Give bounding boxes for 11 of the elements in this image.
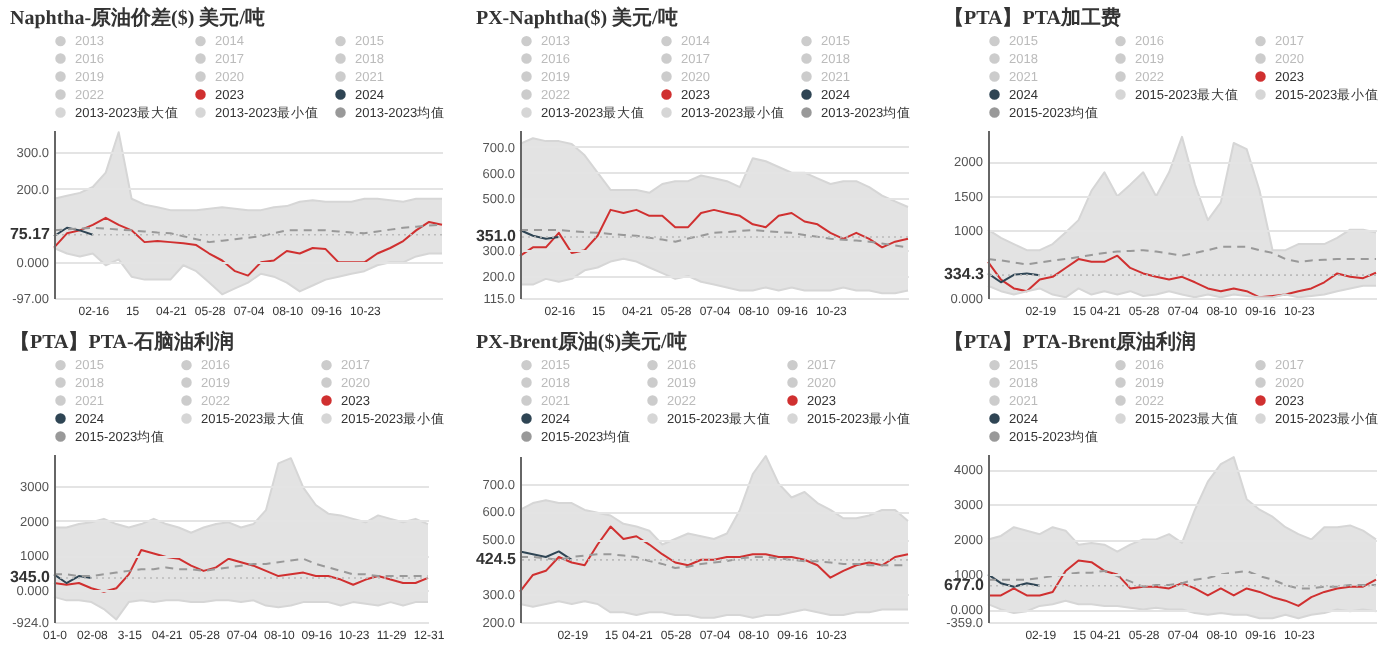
ref-line-label: 75.17	[9, 224, 52, 243]
chart-title: 【PTA】PTA-石脑油利润	[9, 330, 234, 354]
ref-line-label: 424.5	[475, 549, 518, 568]
chart-title: 【PTA】PTA加工费	[943, 6, 1121, 30]
chart-title: Naphtha-原油价差($) 美元/吨	[9, 6, 265, 30]
ref-line-label: 334.3	[943, 265, 986, 284]
chart-title: PX-Naphtha($) 美元/吨	[475, 6, 678, 30]
chart-title: PX-Brent原油($)美元/吨	[475, 330, 687, 354]
ref-line-label: 345.0	[9, 567, 52, 586]
ref-line-label: 351.0	[475, 227, 518, 245]
chart-title: 【PTA】PTA-Brent原油利润	[943, 330, 1197, 354]
